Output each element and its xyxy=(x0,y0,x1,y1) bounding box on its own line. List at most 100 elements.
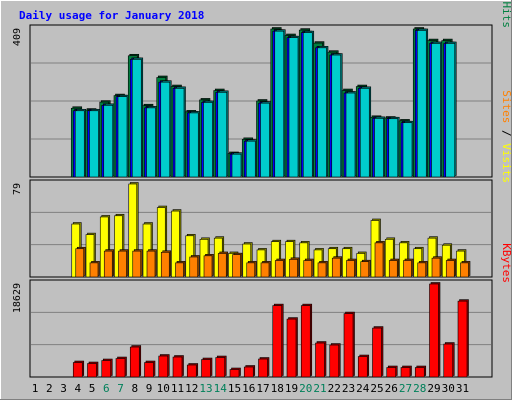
bar-pages-day-4 xyxy=(74,110,85,178)
bar-kbytes-day-30 xyxy=(443,343,454,378)
bar-kbytes-day-21 xyxy=(315,342,325,378)
x-tick-label-day-2: 2 xyxy=(46,382,53,395)
bar-kbytes-day-25 xyxy=(372,327,382,378)
bar-kbytes-day-12 xyxy=(186,364,197,378)
bar-pages-day-12 xyxy=(188,112,199,178)
bar-kbytes-day-15 xyxy=(229,369,240,378)
x-tick-label-day-7: 7 xyxy=(117,382,124,395)
x-tick-label-day-26: 26 xyxy=(385,382,398,395)
x-tick-label-day-20: 20 xyxy=(299,382,312,395)
bar-kbytes-day-28 xyxy=(414,367,425,378)
bar-pages-day-23 xyxy=(345,92,356,178)
bar-pages-day-29 xyxy=(431,43,441,178)
x-tick-label-day-25: 25 xyxy=(370,382,383,395)
bar-pages-day-18 xyxy=(274,30,285,178)
y-max-tick-label: 409 xyxy=(12,28,23,46)
x-axis-labels: 1 2 3 4 5 6 7 8 9 10 11 12 13 14 15 16 17 18 19 20 21 22 23 24 2… xyxy=(32,382,469,395)
bar-kbytes-day-20 xyxy=(300,305,311,378)
bar-sites-day-4 xyxy=(75,248,85,278)
bar-kbytes-day-11 xyxy=(172,356,183,378)
bar-sites-day-31 xyxy=(460,262,469,278)
bar-pages-day-14 xyxy=(217,92,228,178)
x-tick-label-day-15: 15 xyxy=(228,382,241,395)
bar-pages-day-13 xyxy=(203,102,213,178)
x-tick-label-day-24: 24 xyxy=(356,382,370,395)
x-tick-label-day-28: 28 xyxy=(413,382,426,395)
series-axis-label: Sites / Visits xyxy=(500,90,512,183)
bar-kbytes-day-22 xyxy=(329,344,340,378)
x-tick-label-day-9: 9 xyxy=(146,382,153,395)
x-tick-label-day-14: 14 xyxy=(214,382,228,395)
x-tick-label-day-4: 4 xyxy=(74,382,81,395)
bar-kbytes-day-9 xyxy=(144,362,154,378)
bar-kbytes-day-24 xyxy=(357,356,368,378)
bar-sites-day-24 xyxy=(360,261,370,278)
bar-pages-day-19 xyxy=(288,37,299,178)
bar-sites-day-25 xyxy=(374,242,384,278)
panel-pages-files-hits: 409 Pages / Files / Hits xyxy=(12,0,512,178)
bar-kbytes-day-8 xyxy=(129,346,140,378)
y-max-tick-label: 79 xyxy=(12,183,23,195)
bar-pages-day-16 xyxy=(245,140,256,178)
x-tick-label-day-29: 29 xyxy=(427,382,440,395)
x-tick-label-day-21: 21 xyxy=(313,382,326,395)
series-axis-label-part: Sites xyxy=(500,90,512,123)
bar-pages-day-15 xyxy=(231,153,242,178)
panel-kbytes: 18629 KBytes xyxy=(12,243,512,378)
bar-sites-day-19 xyxy=(289,259,298,278)
bar-sites-day-6 xyxy=(103,250,113,278)
x-tick-label-day-11: 11 xyxy=(171,382,184,395)
bar-sites-day-7 xyxy=(118,250,127,278)
chart-title: Daily usage for January 2018 xyxy=(19,9,204,22)
bar-kbytes-day-10 xyxy=(158,355,169,378)
bar-kbytes-day-19 xyxy=(286,318,297,378)
series-axis-label-part: / xyxy=(500,123,512,143)
bar-pages-day-28 xyxy=(416,30,427,178)
series-axis-label: KBytes xyxy=(500,243,512,283)
x-tick-label-day-3: 3 xyxy=(60,382,67,395)
bar-kbytes-day-17 xyxy=(258,358,268,378)
bar-pages-day-5 xyxy=(89,110,99,178)
bar-pages-day-22 xyxy=(331,54,342,178)
chart-panels: 409 Pages / Files / Hits 79 Sites / Visits 1… xyxy=(12,0,512,378)
bar-pages-day-8 xyxy=(131,59,142,178)
bar-sites-day-28 xyxy=(417,262,427,278)
series-axis-label-part: KBytes xyxy=(500,243,512,283)
bar-sites-day-10 xyxy=(160,251,170,278)
series-axis-label: Pages / Files / Hits xyxy=(500,0,512,28)
bar-kbytes-day-14 xyxy=(215,357,226,378)
bar-sites-day-16 xyxy=(246,262,256,278)
series-axis-label-part: Hits xyxy=(500,2,512,29)
bar-kbytes-day-13 xyxy=(201,359,211,378)
bar-pages-day-9 xyxy=(146,107,156,178)
x-tick-label-day-19: 19 xyxy=(285,382,298,395)
bar-pages-day-30 xyxy=(445,43,456,178)
x-tick-label-day-23: 23 xyxy=(342,382,355,395)
bar-sites-day-30 xyxy=(445,260,455,278)
x-tick-label-day-12: 12 xyxy=(185,382,198,395)
x-tick-label-day-6: 6 xyxy=(103,382,110,395)
bar-kbytes-day-7 xyxy=(115,358,126,378)
bar-pages-day-26 xyxy=(388,118,399,178)
bar-sites-day-29 xyxy=(431,257,441,278)
x-tick-label-day-13: 13 xyxy=(199,382,212,395)
bar-sites-day-23 xyxy=(346,260,355,278)
bar-kbytes-day-6 xyxy=(101,360,112,378)
bar-kbytes-day-16 xyxy=(243,366,254,378)
x-tick-label-day-30: 30 xyxy=(442,382,455,395)
bar-sites-day-14 xyxy=(217,253,227,278)
x-tick-label-day-27: 27 xyxy=(399,382,412,395)
x-tick-label-day-1: 1 xyxy=(32,382,39,395)
bar-pages-day-6 xyxy=(103,105,114,178)
bar-kbytes-day-26 xyxy=(386,367,397,378)
bar-sites-day-8 xyxy=(132,250,142,278)
x-tick-label-day-10: 10 xyxy=(157,382,170,395)
series-axis-label-part: / xyxy=(500,0,512,2)
bar-pages-day-17 xyxy=(260,102,270,178)
x-tick-label-day-31: 31 xyxy=(456,382,469,395)
bar-kbytes-day-4 xyxy=(72,362,83,378)
x-tick-label-day-18: 18 xyxy=(271,382,284,395)
bar-pages-day-25 xyxy=(374,118,384,178)
bar-pages-day-27 xyxy=(402,122,413,178)
